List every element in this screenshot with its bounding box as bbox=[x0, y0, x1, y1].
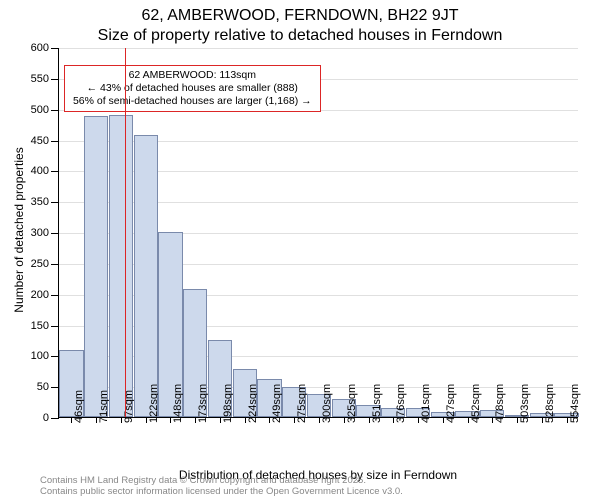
y-tick-label: 300 bbox=[31, 227, 59, 239]
x-tick-label: 478sqm bbox=[494, 384, 506, 423]
y-tick-label: 350 bbox=[31, 196, 59, 208]
histogram-bar bbox=[134, 135, 158, 417]
title-line1: 62, AMBERWOOD, FERNDOWN, BH22 9JT bbox=[0, 6, 600, 26]
x-tick-label: 503sqm bbox=[519, 384, 531, 423]
x-tick-label: 351sqm bbox=[371, 384, 383, 423]
x-tick bbox=[517, 417, 518, 423]
y-tick-label: 500 bbox=[31, 104, 59, 116]
x-tick-label: 452sqm bbox=[470, 384, 482, 423]
chart-title: 62, AMBERWOOD, FERNDOWN, BH22 9JT Size o… bbox=[0, 0, 600, 46]
footer-line2: Contains public sector information licen… bbox=[40, 487, 403, 498]
x-tick bbox=[319, 417, 320, 423]
title-line2: Size of property relative to detached ho… bbox=[0, 26, 600, 46]
y-tick-label: 150 bbox=[31, 320, 59, 332]
x-tick bbox=[443, 417, 444, 423]
y-tick-label: 550 bbox=[31, 73, 59, 85]
chart-area: 05010015020025030035040045050055060046sq… bbox=[58, 48, 578, 418]
y-tick-label: 100 bbox=[31, 350, 59, 362]
histogram-bar bbox=[84, 116, 108, 417]
y-tick-label: 0 bbox=[43, 412, 59, 424]
x-tick-label: 376sqm bbox=[395, 384, 407, 423]
x-tick-label: 528sqm bbox=[544, 384, 556, 423]
x-tick bbox=[542, 417, 543, 423]
x-tick bbox=[468, 417, 469, 423]
y-tick-label: 200 bbox=[31, 289, 59, 301]
x-tick bbox=[146, 417, 147, 423]
y-tick-label: 400 bbox=[31, 165, 59, 177]
x-tick bbox=[369, 417, 370, 423]
y-axis-label: Number of detached properties bbox=[12, 147, 26, 312]
plot-area: 05010015020025030035040045050055060046sq… bbox=[58, 48, 578, 418]
y-tick-label: 50 bbox=[37, 381, 59, 393]
annotation-line2: ← 43% of detached houses are smaller (88… bbox=[73, 82, 312, 95]
x-tick bbox=[418, 417, 419, 423]
x-tick bbox=[567, 417, 568, 423]
y-tick-label: 600 bbox=[31, 42, 59, 54]
x-tick bbox=[245, 417, 246, 423]
x-tick-label: 427sqm bbox=[445, 384, 457, 423]
gridline bbox=[59, 48, 578, 49]
marker-line bbox=[125, 48, 126, 417]
x-tick-label: 325sqm bbox=[346, 384, 358, 423]
annotation-line3: 56% of semi-detached houses are larger (… bbox=[73, 95, 312, 108]
x-tick bbox=[96, 417, 97, 423]
annotation-box: 62 AMBERWOOD: 113sqm← 43% of detached ho… bbox=[64, 65, 321, 112]
x-tick-label: 554sqm bbox=[569, 384, 581, 423]
x-tick bbox=[344, 417, 345, 423]
histogram-bar bbox=[109, 115, 133, 417]
x-tick bbox=[220, 417, 221, 423]
x-tick bbox=[121, 417, 122, 423]
x-tick-label: 401sqm bbox=[420, 384, 432, 423]
footer-attribution: Contains HM Land Registry data © Crown c… bbox=[40, 476, 403, 498]
y-tick-label: 450 bbox=[31, 135, 59, 147]
y-tick-label: 250 bbox=[31, 258, 59, 270]
annotation-line1: 62 AMBERWOOD: 113sqm bbox=[73, 69, 312, 82]
